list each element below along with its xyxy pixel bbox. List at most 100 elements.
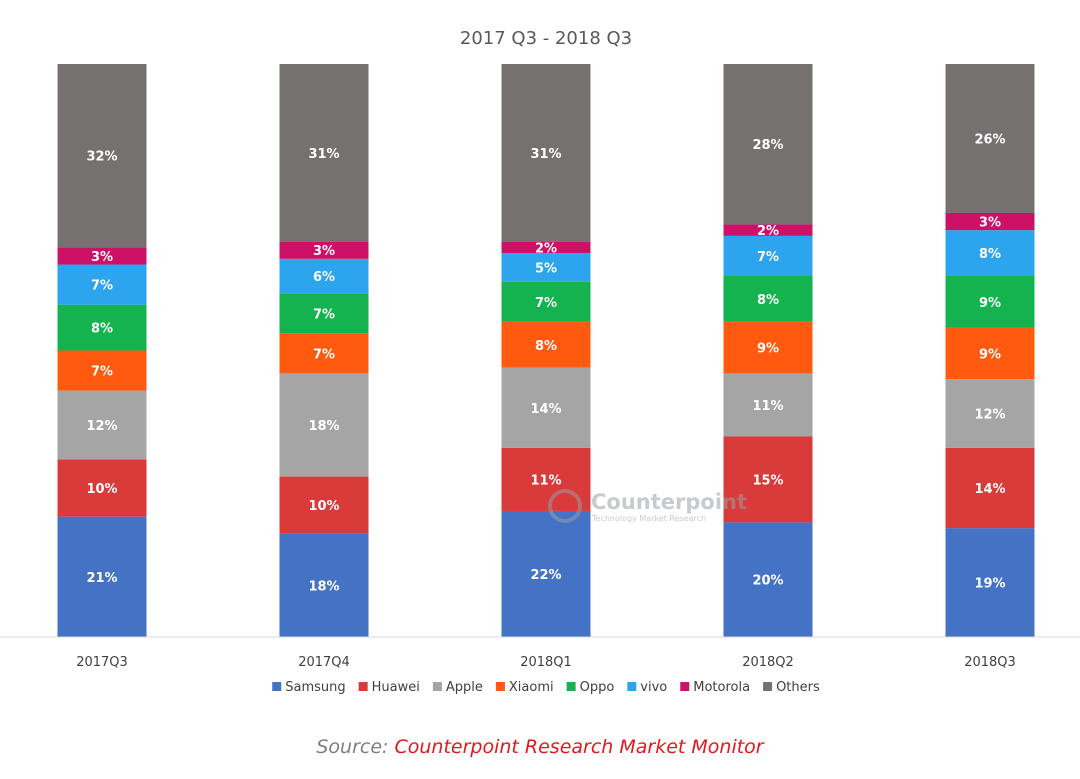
bar-motorola-2018q1 <box>501 241 591 254</box>
bar-vivo-2018q1 <box>501 253 591 282</box>
legend-swatch-oppo <box>566 682 576 691</box>
legend-label-samsung: Samsung <box>285 680 345 695</box>
legend: Samsung Huawei Apple Xiaomi Oppo vivo Motorola… <box>272 680 820 695</box>
data-label-apple-2018q1: 14% <box>530 402 561 417</box>
bar-vivo-2018q3 <box>945 230 1035 277</box>
bar-xiaomi-2018q1 <box>501 321 591 368</box>
data-label-others-2017q3: 32% <box>86 150 117 165</box>
bar-xiaomi-2018q3 <box>945 327 1035 380</box>
data-label-samsung-2018q2: 20% <box>752 574 783 589</box>
bar-apple-2018q3 <box>945 379 1035 448</box>
bar-huawei-2017q4 <box>279 476 369 534</box>
data-label-huawei-2018q2: 15% <box>752 473 783 488</box>
legend-swatch-samsung <box>272 682 282 691</box>
legend-swatch-xiaomi <box>495 682 505 691</box>
bar-xiaomi-2018q2 <box>723 321 813 374</box>
data-label-motorola-2018q2: 2% <box>757 224 779 239</box>
watermark-name: Counterpoint <box>591 490 747 514</box>
data-label-xiaomi-2017q3: 7% <box>91 365 113 380</box>
data-label-vivo-2018q2: 7% <box>757 250 779 265</box>
x-tick-label-2017q3: 2017Q3 <box>76 655 128 670</box>
data-label-apple-2017q4: 18% <box>308 419 339 434</box>
x-tick-label-2017q4: 2017Q4 <box>298 655 350 670</box>
data-label-huawei-2018q1: 11% <box>530 473 561 488</box>
legend-swatch-apple <box>432 682 442 691</box>
bar-xiaomi-2017q4 <box>279 333 369 374</box>
data-label-huawei-2017q4: 10% <box>308 499 339 514</box>
legend-item-huawei: Huawei <box>358 680 420 695</box>
bar-motorola-2017q3 <box>57 247 147 265</box>
legend-item-others: Others <box>763 680 820 695</box>
watermark-tagline: Technology Market Research <box>591 514 706 523</box>
data-label-oppo-2018q1: 7% <box>535 296 557 311</box>
bar-samsung-2018q1 <box>501 510 591 637</box>
legend-swatch-others <box>763 682 773 691</box>
bar-huawei-2017q3 <box>57 459 147 517</box>
bar-others-2017q4 <box>279 64 369 242</box>
bars-layer <box>57 64 1035 637</box>
data-label-xiaomi-2018q1: 8% <box>535 339 557 354</box>
data-label-motorola-2017q3: 3% <box>91 250 113 265</box>
legend-swatch-vivo <box>627 682 637 691</box>
legend-label-xiaomi: Xiaomi <box>509 680 554 695</box>
bar-oppo-2018q1 <box>501 281 591 322</box>
bar-samsung-2017q4 <box>279 533 369 637</box>
bar-motorola-2018q3 <box>945 212 1035 231</box>
data-label-oppo-2017q4: 7% <box>313 307 335 322</box>
data-label-huawei-2018q3: 14% <box>974 482 1005 497</box>
legend-swatch-huawei <box>358 682 368 691</box>
x-tick-label-2018q1: 2018Q1 <box>520 655 572 670</box>
bar-oppo-2018q3 <box>945 276 1035 328</box>
bar-apple-2018q2 <box>723 373 813 437</box>
legend-label-others: Others <box>776 680 820 695</box>
legend-item-motorola: Motorola <box>680 680 750 695</box>
data-label-huawei-2017q3: 10% <box>86 482 117 497</box>
bar-others-2018q1 <box>501 64 591 242</box>
bar-samsung-2018q3 <box>945 528 1035 637</box>
chart-title: 2017 Q3 - 2018 Q3 <box>460 28 632 49</box>
data-label-vivo-2017q3: 7% <box>91 279 113 294</box>
source-prefix: Source: <box>316 736 395 758</box>
data-label-apple-2018q3: 12% <box>974 408 1005 423</box>
bar-samsung-2017q3 <box>57 516 147 637</box>
data-label-samsung-2018q3: 19% <box>974 577 1005 592</box>
bar-motorola-2017q4 <box>279 241 369 259</box>
bar-vivo-2017q4 <box>279 258 369 294</box>
data-label-vivo-2017q4: 6% <box>313 270 335 285</box>
data-label-xiaomi-2017q4: 7% <box>313 347 335 362</box>
bar-huawei-2018q3 <box>945 447 1035 529</box>
bar-vivo-2017q3 <box>57 264 147 305</box>
data-label-motorola-2018q3: 3% <box>979 216 1001 231</box>
source-line: Source: Counterpoint Research Market Mon… <box>0 736 1080 758</box>
bar-others-2018q2 <box>723 64 813 225</box>
legend-item-samsung: Samsung <box>272 680 346 695</box>
legend-label-oppo: Oppo <box>580 680 615 695</box>
data-label-others-2017q4: 31% <box>308 147 339 162</box>
bar-oppo-2017q3 <box>57 304 147 351</box>
stacked-bar-chart: 2017 Q3 - 2018 Q3 21% 10% 12% 7% 8% 7% 3% 32% 18… <box>0 28 1080 695</box>
data-label-motorola-2018q1: 2% <box>535 241 557 256</box>
bar-samsung-2018q2 <box>723 522 813 637</box>
data-label-apple-2017q3: 12% <box>86 419 117 434</box>
x-tick-label-2018q2: 2018Q2 <box>742 655 794 670</box>
x-tick-label-2018q3: 2018Q3 <box>964 655 1016 670</box>
bar-others-2018q3 <box>945 64 1035 213</box>
bar-huawei-2018q2 <box>723 436 813 523</box>
data-label-oppo-2018q2: 8% <box>757 293 779 308</box>
data-label-samsung-2018q1: 22% <box>530 568 561 583</box>
legend-label-huawei: Huawei <box>372 680 420 695</box>
data-label-samsung-2017q4: 18% <box>308 579 339 594</box>
data-label-oppo-2017q3: 8% <box>91 322 113 337</box>
data-label-motorola-2017q4: 3% <box>313 244 335 259</box>
data-label-vivo-2018q3: 8% <box>979 247 1001 262</box>
data-label-vivo-2018q1: 5% <box>535 261 557 276</box>
legend-label-apple: Apple <box>446 680 483 695</box>
legend-swatch-motorola <box>680 682 690 691</box>
legend-label-vivo: vivo <box>640 680 667 695</box>
legend-item-xiaomi: Xiaomi <box>495 680 554 695</box>
bar-motorola-2018q2 <box>723 224 813 236</box>
source-link[interactable]: Counterpoint Research Market Monitor <box>394 736 764 758</box>
bar-oppo-2017q4 <box>279 293 369 334</box>
data-label-oppo-2018q3: 9% <box>979 296 1001 311</box>
bar-vivo-2018q2 <box>723 235 813 277</box>
